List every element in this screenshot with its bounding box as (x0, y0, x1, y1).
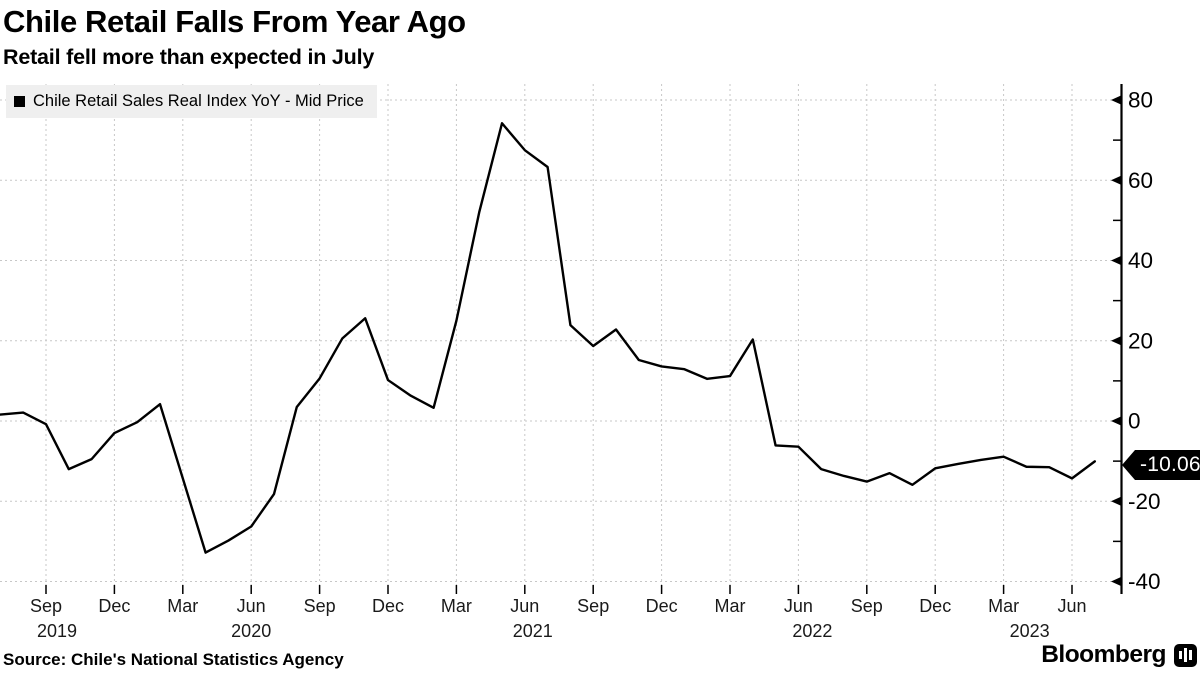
svg-text:2021: 2021 (513, 621, 553, 641)
svg-text:Mar: Mar (715, 596, 746, 616)
svg-text:2022: 2022 (792, 621, 832, 641)
svg-text:2023: 2023 (1010, 621, 1050, 641)
svg-text:Jun: Jun (510, 596, 539, 616)
svg-text:2019: 2019 (37, 621, 77, 641)
svg-text:Dec: Dec (98, 596, 130, 616)
svg-text:2020: 2020 (231, 621, 271, 641)
chart-title: Chile Retail Falls From Year Ago (3, 4, 466, 39)
svg-text:-20: -20 (1128, 489, 1161, 514)
source-note: Source: Chile's National Statistics Agen… (3, 650, 344, 669)
last-price-tag: -10.06 (1122, 450, 1200, 480)
svg-text:Dec: Dec (372, 596, 404, 616)
svg-text:80: 80 (1128, 88, 1153, 113)
svg-text:Sep: Sep (304, 596, 336, 616)
svg-text:Sep: Sep (577, 596, 609, 616)
chart-legend: Chile Retail Sales Real Index YoY - Mid … (6, 85, 377, 118)
svg-text:Jun: Jun (237, 596, 266, 616)
svg-text:Dec: Dec (646, 596, 678, 616)
svg-text:60: 60 (1128, 168, 1153, 193)
svg-text:Mar: Mar (441, 596, 472, 616)
bloomberg-wordmark: Bloomberg (1041, 641, 1166, 668)
last-price-value: -10.06 (1140, 453, 1200, 476)
legend-series-marker-icon (14, 96, 25, 107)
svg-text:Dec: Dec (919, 596, 951, 616)
svg-text:Mar: Mar (167, 596, 198, 616)
svg-text:Jun: Jun (1057, 596, 1086, 616)
svg-text:20: 20 (1128, 328, 1153, 353)
legend-series-label: Chile Retail Sales Real Index YoY - Mid … (33, 92, 364, 110)
svg-text:0: 0 (1128, 409, 1141, 434)
bloomberg-chart-bubble-icon (1174, 643, 1197, 667)
svg-text:Jun: Jun (784, 596, 813, 616)
svg-text:40: 40 (1128, 248, 1153, 273)
svg-text:Mar: Mar (988, 596, 1019, 616)
bloomberg-logo: Bloomberg (1041, 641, 1197, 669)
chart-subtitle: Retail fell more than expected in July (3, 45, 375, 69)
svg-text:Sep: Sep (30, 596, 62, 616)
svg-text:-40: -40 (1128, 569, 1161, 594)
svg-text:Sep: Sep (851, 596, 883, 616)
